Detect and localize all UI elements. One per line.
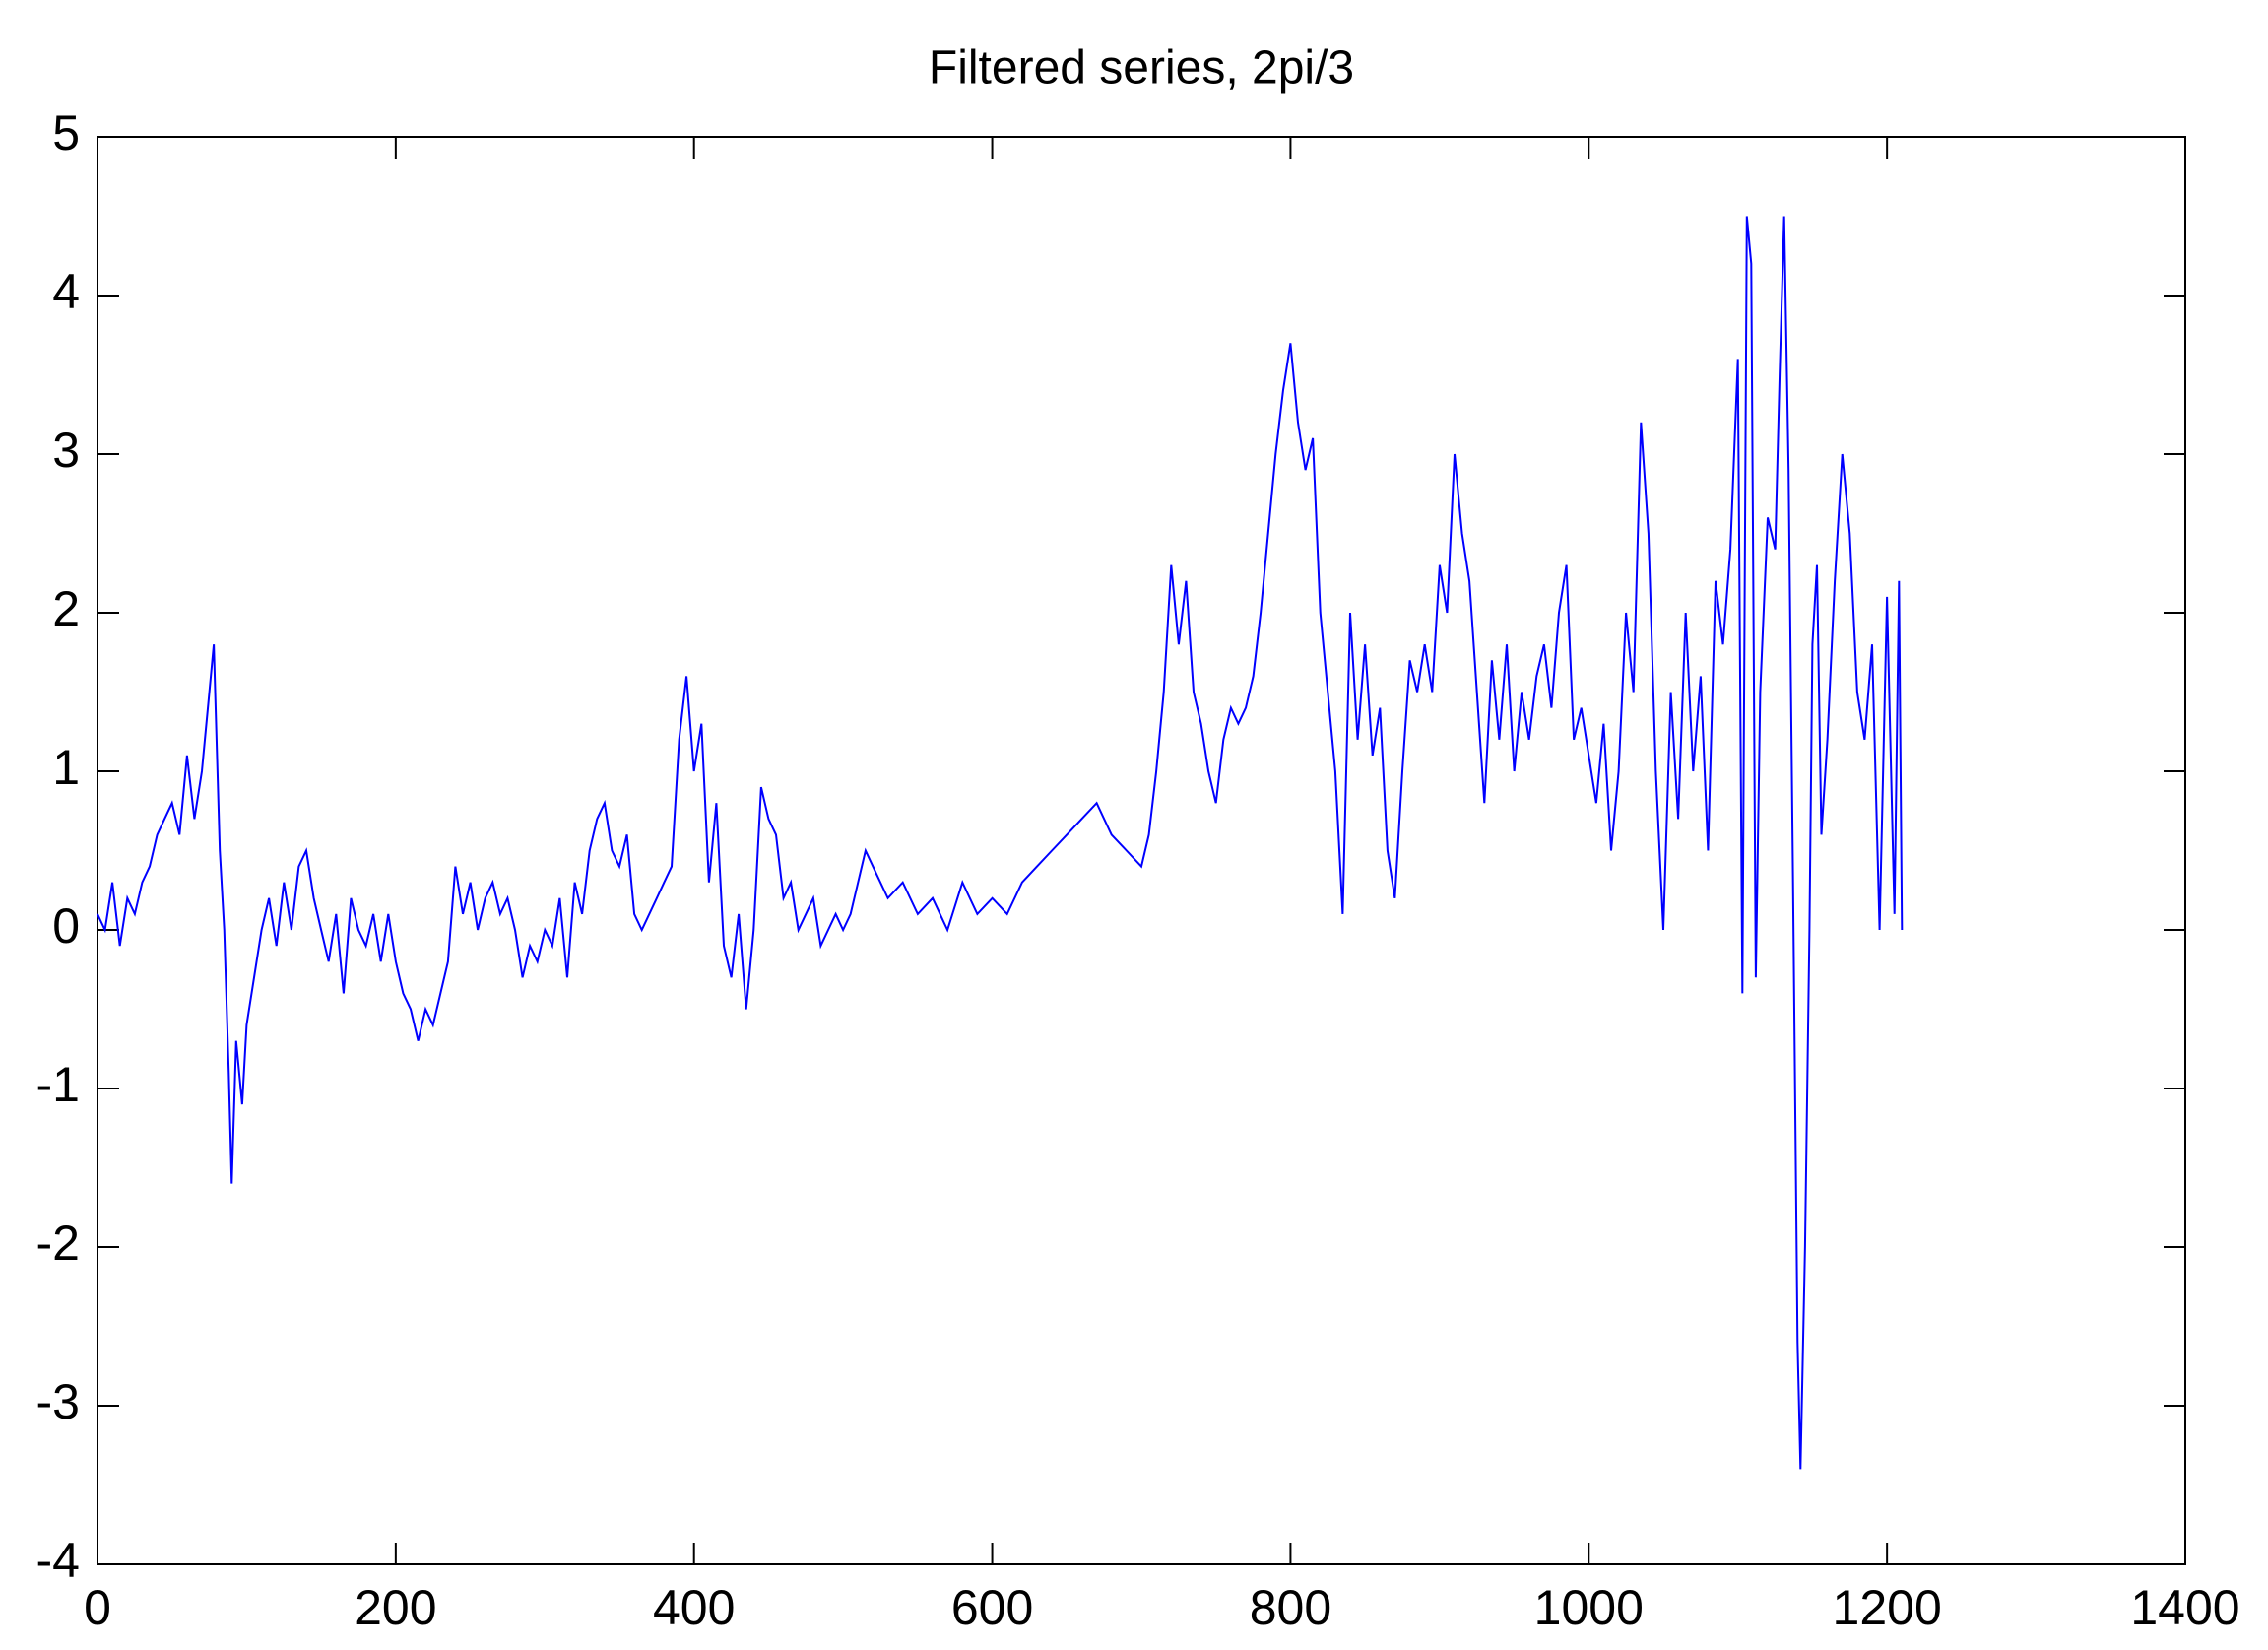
y-tick-label: -1 xyxy=(36,1057,80,1112)
series-line xyxy=(97,216,1904,1470)
x-tick-label: 1200 xyxy=(1833,1580,1942,1635)
y-tick-label: 3 xyxy=(52,423,80,478)
y-tick-label: 0 xyxy=(52,898,80,954)
y-tick-label: 2 xyxy=(52,581,80,636)
plot-frame xyxy=(97,136,2186,1565)
x-tick-label: 1000 xyxy=(1534,1580,1644,1635)
y-tick-label: 4 xyxy=(52,264,80,319)
y-tick-label: -4 xyxy=(36,1533,80,1588)
x-tick-label: 800 xyxy=(1250,1580,1331,1635)
y-tick-label: 1 xyxy=(52,740,80,795)
chart-title: Filtered series, 2pi/3 xyxy=(929,42,1354,95)
y-tick-label: -3 xyxy=(36,1374,80,1429)
x-tick-label: 600 xyxy=(951,1580,1033,1635)
y-tick-label: 5 xyxy=(52,105,80,161)
y-tick-label: -2 xyxy=(36,1216,80,1271)
x-tick-label: 400 xyxy=(653,1580,735,1635)
x-tick-label: 0 xyxy=(84,1580,111,1635)
x-tick-label: 200 xyxy=(355,1580,436,1635)
x-tick-label: 1400 xyxy=(2130,1580,2239,1635)
